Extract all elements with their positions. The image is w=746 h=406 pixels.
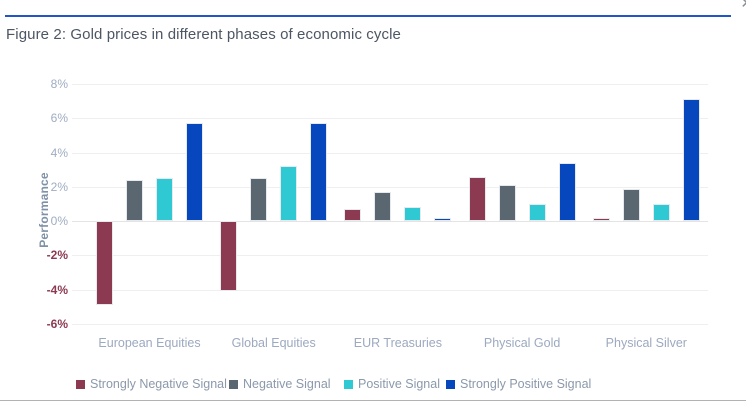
bar — [404, 207, 421, 221]
gridline — [72, 255, 708, 256]
bar — [126, 180, 143, 221]
legend-label: Strongly Negative Signal — [90, 377, 227, 391]
gridline — [72, 290, 708, 291]
title-accent-rule — [5, 15, 731, 17]
bar — [559, 163, 576, 221]
y-tick-label: 4% — [20, 145, 68, 161]
bar — [310, 123, 327, 221]
y-tick-label: 0% — [20, 213, 68, 229]
legend-item: Negative Signal — [229, 377, 331, 391]
legend-swatch — [446, 380, 455, 389]
category-label: European Equities — [80, 336, 220, 350]
bar — [469, 177, 486, 222]
bar — [344, 209, 361, 221]
report-figure-panel: ✕ Figure 2: Gold prices in different pha… — [0, 0, 746, 406]
bar — [623, 189, 640, 222]
legend-swatch — [344, 380, 353, 389]
y-tick-label: -4% — [20, 282, 68, 298]
bar — [653, 204, 670, 221]
y-tick-label: -2% — [20, 247, 68, 263]
bar — [280, 166, 297, 221]
y-tick-label: 8% — [20, 76, 68, 92]
category-label: Physical Silver — [576, 336, 716, 350]
y-tick-label: -6% — [20, 316, 68, 332]
gridline — [72, 221, 708, 222]
bottom-border — [0, 400, 746, 401]
gridline — [72, 324, 708, 325]
bar — [529, 204, 546, 221]
bar — [499, 185, 516, 221]
y-tick-label: 2% — [20, 179, 68, 195]
bar — [220, 221, 237, 291]
gridline — [72, 153, 708, 154]
bar — [250, 178, 267, 221]
legend-label: Negative Signal — [243, 377, 331, 391]
bar — [683, 99, 700, 221]
legend-item: Strongly Negative Signal — [76, 377, 227, 391]
gridline — [72, 84, 708, 85]
figure-title: Figure 2: Gold prices in different phase… — [6, 26, 401, 43]
gridline — [72, 118, 708, 119]
bar — [156, 178, 173, 221]
category-label: Physical Gold — [452, 336, 592, 350]
legend-item: Strongly Positive Signal — [446, 377, 591, 391]
bar — [186, 123, 203, 221]
bar — [374, 192, 391, 221]
y-tick-label: 6% — [20, 110, 68, 126]
bar — [593, 218, 610, 221]
category-label: Global Equities — [204, 336, 344, 350]
close-icon[interactable]: ✕ — [740, 0, 746, 12]
bar — [434, 218, 451, 221]
category-label: EUR Treasuries — [328, 336, 468, 350]
legend-item: Positive Signal — [344, 377, 440, 391]
legend-swatch — [229, 380, 238, 389]
legend-label: Strongly Positive Signal — [460, 377, 591, 391]
legend-label: Positive Signal — [358, 377, 440, 391]
bar — [96, 221, 113, 305]
legend-swatch — [76, 380, 85, 389]
